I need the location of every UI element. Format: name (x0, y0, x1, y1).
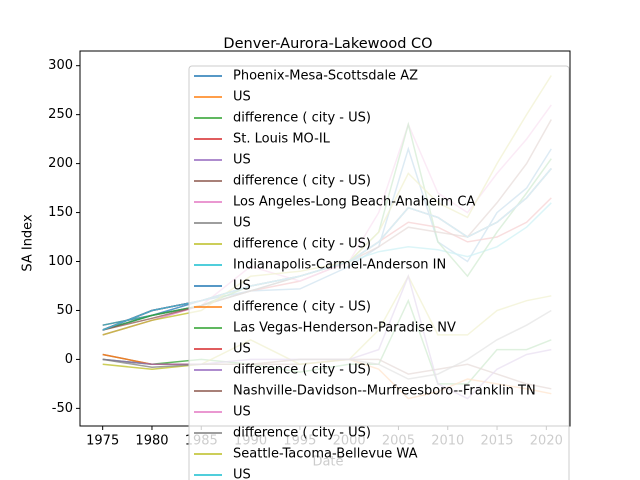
legend-label: US (233, 153, 251, 168)
legend-label: US (233, 405, 251, 420)
legend-label: US (233, 279, 251, 294)
legend-label: Nashville-Davidson--Murfreesboro--Frankl… (233, 384, 536, 399)
y-axis-label: SA Index (21, 214, 36, 272)
y-tick-label: -50 (52, 401, 73, 416)
legend: Phoenix-Mesa-Scottsdale AZ US difference (… (188, 65, 570, 480)
legend-label: difference ( city - US) (233, 363, 371, 378)
legend-label: difference ( city - US) (233, 300, 371, 315)
y-tick-label: 150 (48, 205, 73, 220)
legend-label: difference ( city - US) (233, 237, 371, 252)
legend-label: difference ( city - US) (233, 111, 371, 126)
legend-label: Phoenix-Mesa-Scottsdale AZ (233, 69, 418, 84)
chart-title: Denver-Aurora-Lakewood CO (223, 36, 432, 52)
legend-label: St. Louis MO-IL (233, 132, 331, 147)
x-tick-label: 1980 (135, 434, 168, 449)
y-tick-label: 100 (48, 254, 73, 269)
legend-box (188, 65, 570, 480)
legend-label: Las Vegas-Henderson-Paradise NV (233, 321, 456, 336)
y-tick-label: 300 (48, 58, 73, 73)
legend-label: difference ( city - US) (233, 174, 371, 189)
legend-label: Los Angeles-Long Beach-Anaheim CA (233, 195, 475, 210)
legend-label: difference ( city - US) (233, 426, 371, 441)
y-tick-label: 0 (65, 352, 73, 367)
legend-label: US (233, 468, 251, 480)
y-tick-label: 250 (48, 107, 73, 122)
legend-label: US (233, 90, 251, 105)
y-tick-label: 50 (56, 303, 73, 318)
x-tick-label: 1975 (86, 434, 119, 449)
legend-label: US (233, 216, 251, 231)
legend-label: US (233, 342, 251, 357)
legend-label: Seattle-Tacoma-Bellevue WA (233, 447, 418, 462)
y-tick-label: 200 (48, 156, 73, 171)
legend-label: Indianapolis-Carmel-Anderson IN (233, 258, 446, 273)
